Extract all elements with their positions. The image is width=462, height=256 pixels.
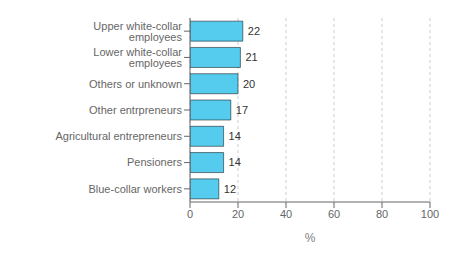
svg-text:Other entrpreneurs: Other entrpreneurs: [89, 104, 182, 116]
svg-text:20: 20: [243, 78, 255, 90]
svg-text:12: 12: [224, 183, 236, 195]
svg-text:20: 20: [232, 208, 244, 220]
svg-text:21: 21: [245, 51, 257, 63]
svg-text:17: 17: [236, 104, 248, 116]
svg-text:40: 40: [280, 208, 292, 220]
svg-text:Lower white-collaremployees: Lower white-collaremployees: [93, 46, 182, 69]
svg-text:0: 0: [187, 208, 193, 220]
svg-text:80: 80: [376, 208, 388, 220]
svg-text:%: %: [305, 231, 316, 245]
svg-text:Others or unknown: Others or unknown: [89, 78, 182, 90]
svg-text:100: 100: [421, 208, 439, 220]
svg-text:Blue-collar workers: Blue-collar workers: [88, 183, 182, 195]
svg-text:Agricultural entrepreneurs: Agricultural entrepreneurs: [55, 130, 182, 142]
svg-text:Pensioners: Pensioners: [127, 156, 183, 168]
svg-text:22: 22: [248, 25, 260, 37]
svg-text:14: 14: [229, 130, 241, 142]
svg-text:60: 60: [328, 208, 340, 220]
svg-text:Upper white-collaremployees: Upper white-collaremployees: [93, 20, 182, 43]
svg-text:14: 14: [229, 156, 241, 168]
